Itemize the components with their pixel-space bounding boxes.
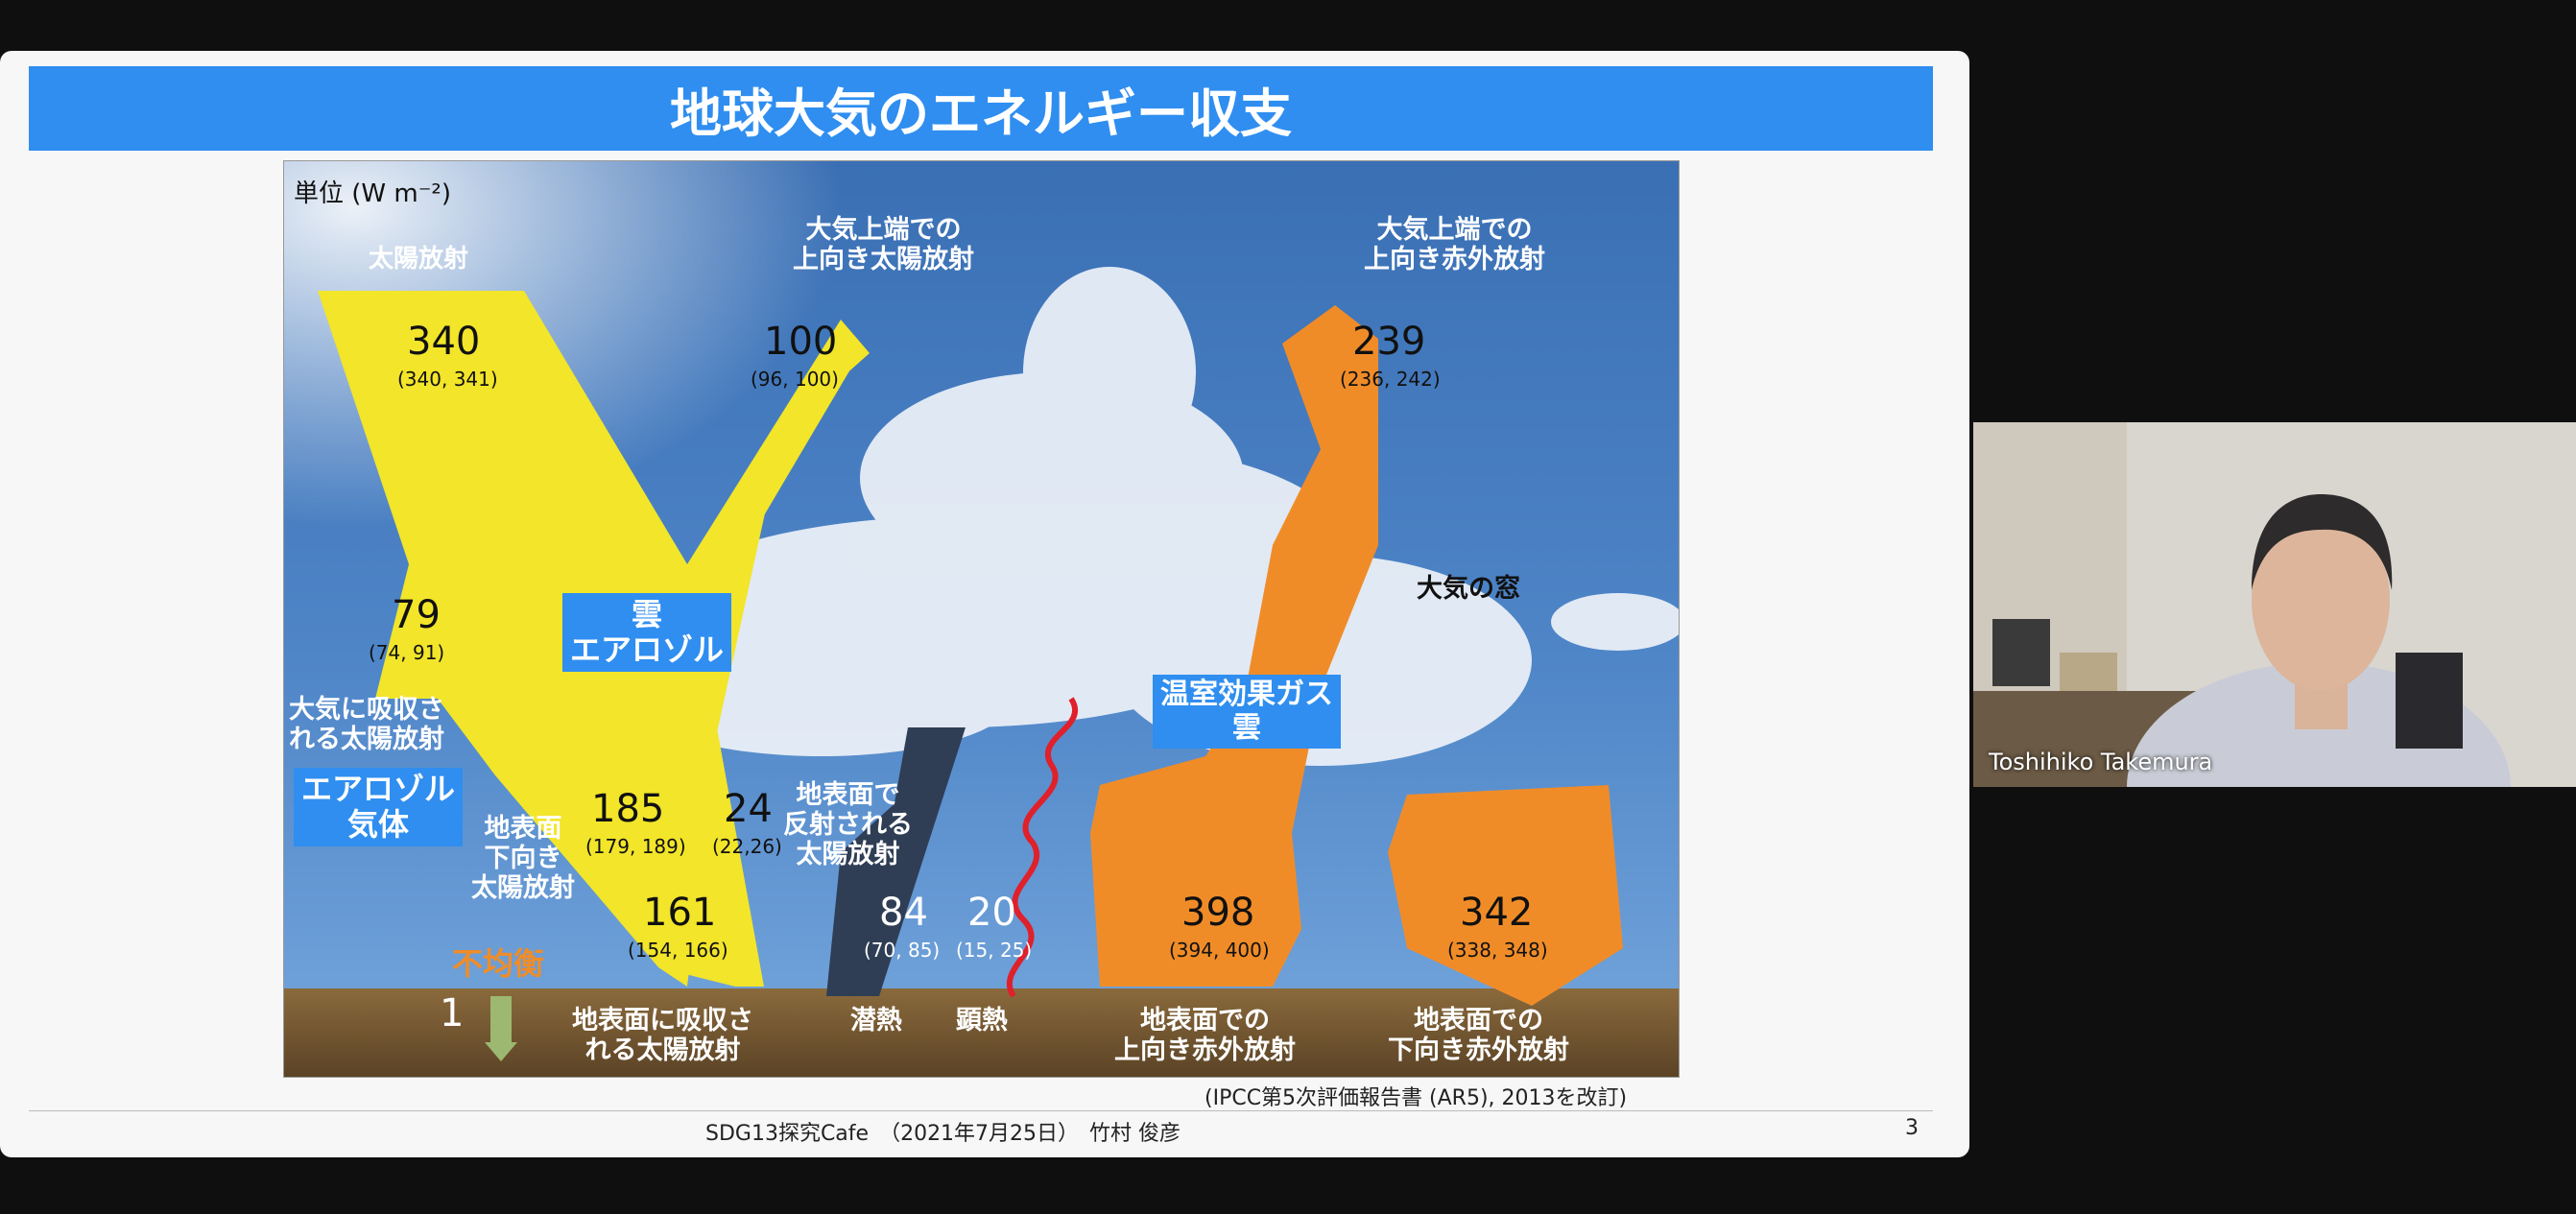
- sensible-heat-arrow: [1006, 697, 1079, 998]
- range-atm-abs: (74, 91): [369, 641, 445, 664]
- value-ir-out: 239: [1352, 320, 1426, 364]
- page-number: 3: [1905, 1116, 1919, 1140]
- ground-strip: [284, 988, 1679, 1077]
- range-surf-refl: (22,26): [712, 835, 782, 858]
- range-latent: (70, 85): [864, 939, 941, 962]
- label-sensible-heat: 顕熱: [956, 1006, 1008, 1035]
- value-surf-down: 185: [591, 787, 665, 831]
- box-ghg-cloud: 温室効果ガス 雲: [1153, 675, 1341, 749]
- slide-title: 地球大気のエネルギー収支: [670, 83, 1292, 144]
- latent-heat-arrow: [826, 727, 966, 996]
- range-ir-down: (338, 348): [1447, 939, 1548, 962]
- range-solar-in: (340, 341): [397, 368, 498, 391]
- slide-title-bar: 地球大気のエネルギー収支: [29, 66, 1933, 151]
- value-solar-in: 340: [407, 320, 481, 364]
- value-ir-up: 398: [1181, 891, 1255, 935]
- value-solar-out: 100: [764, 320, 838, 364]
- range-ir-up: (394, 400): [1169, 939, 1270, 962]
- label-imbalance: 不均衡: [452, 945, 545, 982]
- imbalance-arrow-icon: [490, 996, 512, 1044]
- ir-flow-arrows: [1090, 305, 1623, 1006]
- footer-divider: [29, 1110, 1933, 1111]
- label-surface-absorbed-solar: 地表面に吸収さ れる太陽放射: [572, 1006, 753, 1066]
- value-atm-abs: 79: [392, 593, 441, 637]
- range-surf-down: (179, 189): [585, 835, 686, 858]
- participant-name: Toshihiko Takemura: [1989, 749, 2213, 775]
- label-atm-absorbed-solar: 大気に吸収さ れる太陽放射: [289, 695, 444, 755]
- value-ir-down: 342: [1460, 891, 1534, 935]
- presentation-slide: 地球大気のエネルギー収支: [0, 51, 1969, 1157]
- range-surf-abs: (154, 166): [628, 939, 728, 962]
- label-surface-down-ir: 地表面での 下向き赤外放射: [1388, 1006, 1569, 1066]
- value-imbalance: 1: [440, 991, 465, 1035]
- range-sensible: (15, 25): [956, 939, 1033, 962]
- label-surface-up-ir: 地表面での 上向き赤外放射: [1114, 1006, 1296, 1066]
- label-atm-window: 大気の窓: [1417, 574, 1520, 604]
- range-ir-out: (236, 242): [1340, 368, 1441, 391]
- value-latent: 84: [879, 891, 928, 935]
- unit-label: 単位 (W m⁻²): [294, 179, 451, 208]
- participant-video-feed: [1973, 422, 2576, 787]
- label-surface-down-solar: 地表面 下向き 太陽放射: [471, 814, 575, 904]
- range-solar-out: (96, 100): [751, 368, 839, 391]
- participant-video-tile[interactable]: Toshihiko Takemura: [1973, 422, 2576, 787]
- value-surf-refl: 24: [724, 787, 773, 831]
- imbalance-arrowhead-icon: [485, 1042, 517, 1061]
- footer-event: SDG13探究Cafe （2021年7月25日） 竹村 俊彦: [705, 1122, 1181, 1146]
- value-surf-abs: 161: [643, 891, 717, 935]
- citation: (IPCC第5次評価報告書 (AR5), 2013を改訂): [1205, 1086, 1628, 1110]
- box-cloud-aerosol: 雲 エアロゾル: [562, 593, 732, 672]
- box-aerosol-gas: エアロゾル 気体: [294, 768, 464, 846]
- label-toa-up-ir: 大気上端での 上向き赤外放射: [1364, 215, 1545, 275]
- label-solar-radiation: 太陽放射: [369, 245, 469, 274]
- label-surface-reflected-solar: 地表面で 反射される 太陽放射: [783, 780, 913, 870]
- value-sensible: 20: [967, 891, 1016, 935]
- energy-budget-diagram: 単位 (W m⁻²) 太陽放射 大気上端での 上向き太陽放射 大気上端での 上向…: [283, 160, 1680, 1078]
- label-latent-heat: 潜熱: [850, 1006, 902, 1035]
- label-toa-up-solar: 大気上端での 上向き太陽放射: [793, 215, 974, 275]
